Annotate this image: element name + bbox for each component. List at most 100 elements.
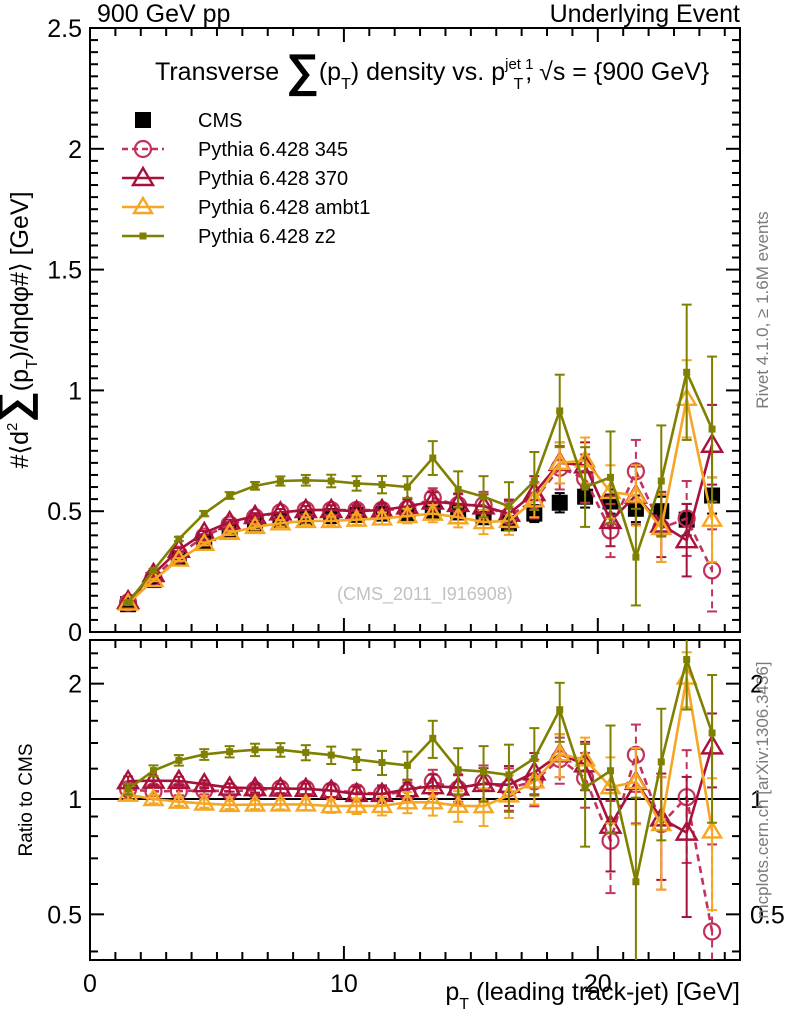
data-marker <box>353 479 361 487</box>
title-sub2: T <box>513 76 523 93</box>
data-marker <box>378 759 386 767</box>
series-line-pythia-6-428-345 <box>127 750 714 932</box>
series-line-pythia-6-428-z2 <box>127 368 714 604</box>
data-marker <box>556 407 564 415</box>
legend-item-cms[interactable]: CMS <box>135 110 242 132</box>
data-marker <box>447 794 470 813</box>
plot-title: Transverse ∑(pT) density vs. pjet 1 T, √s… <box>155 44 709 97</box>
data-marker <box>480 768 488 776</box>
ratio-panel-frame <box>89 639 741 961</box>
series-line-pythia-6-428-z2 <box>127 654 714 883</box>
data-marker <box>269 793 292 812</box>
data-marker <box>447 505 470 525</box>
data-marker <box>251 746 259 754</box>
data-marker <box>708 729 716 737</box>
data-marker <box>243 515 267 535</box>
data-marker <box>149 767 157 775</box>
data-marker <box>294 509 317 529</box>
data-marker <box>302 749 310 757</box>
data-marker <box>320 509 343 529</box>
data-marker <box>683 656 691 664</box>
series-pythia-6-428-ambt1 <box>116 359 724 611</box>
ylabel-sup: 2 <box>4 423 21 431</box>
data-marker <box>607 767 615 775</box>
data-marker <box>320 794 343 814</box>
legend-item-pythia-6-428-z2[interactable]: Pythia 6.428 z2 <box>122 226 336 248</box>
data-marker <box>124 785 132 793</box>
title-part2: (p <box>319 58 341 86</box>
legend-item-pythia-6-428-ambt1[interactable]: Pythia 6.428 ambt1 <box>122 195 370 219</box>
legend-label: CMS <box>198 110 242 132</box>
data-marker <box>505 771 513 779</box>
svg-text:#⟨d2∑(pT)/dηdφ#⟩ [GeV]: #⟨d2∑(pT)/dηdφ#⟩ [GeV] <box>0 191 41 468</box>
data-marker <box>396 791 419 810</box>
header-left: 900 GeV pp <box>97 0 230 28</box>
x-tick-label: 0 <box>83 970 97 998</box>
data-marker <box>429 454 437 462</box>
data-marker <box>548 742 571 762</box>
data-marker <box>403 483 411 491</box>
data-marker <box>548 451 571 471</box>
title-part4: , √s = {900 GeV} <box>525 58 709 86</box>
ylabel-sub: T <box>24 359 41 369</box>
main-axis-ticks: 0 0.5 1 1.5 2 2.5 <box>47 15 740 647</box>
data-marker <box>624 770 648 790</box>
ratio-series-pythia-6-428-370 <box>115 712 725 919</box>
data-marker <box>454 485 462 493</box>
title-sub1: T <box>341 76 351 93</box>
ratio-series-pythia-6-428-z2 <box>123 640 718 960</box>
data-marker <box>396 504 419 524</box>
legend-label: Pythia 6.428 z2 <box>198 226 336 248</box>
main-data-series-group <box>115 303 725 613</box>
main-y-tick-label: 2 <box>68 136 82 164</box>
data-marker <box>674 820 699 841</box>
data-marker <box>167 548 190 567</box>
ratio-y-tick-label-right: 2 <box>750 671 764 699</box>
data-marker <box>124 599 132 607</box>
data-marker <box>302 476 310 484</box>
header-right: Underlying Event <box>550 0 740 28</box>
main-y-tick-label: 0 <box>68 619 82 647</box>
ylabel-post: )/dηdφ#⟩ [GeV] <box>6 191 34 359</box>
data-marker <box>657 477 665 485</box>
main-y-axis-label: #⟨d2∑(pT)/dηdφ#⟩ [GeV] <box>0 191 41 468</box>
legend-item-pythia-6-428-345[interactable]: Pythia 6.428 345 <box>122 139 348 161</box>
data-marker <box>166 537 191 559</box>
xlabel-post: (leading track-jet) [GeV] <box>469 978 740 1006</box>
data-marker <box>166 768 191 790</box>
legend-item-pythia-6-428-370[interactable]: Pythia 6.428 370 <box>122 165 348 190</box>
ratio-series-pythia-6-428-ambt1 <box>116 651 724 912</box>
data-marker <box>327 477 335 485</box>
data-marker <box>632 553 640 561</box>
ratio-y-axis-label: Ratio to CMS <box>16 744 37 857</box>
data-marker <box>142 568 165 588</box>
data-marker <box>135 112 151 128</box>
data-marker <box>131 195 155 215</box>
data-marker <box>530 477 538 485</box>
watermark-label: (CMS_2011_I916908) <box>337 584 513 605</box>
xlabel-pre: p <box>445 978 459 1006</box>
data-marker <box>700 820 724 839</box>
data-marker <box>429 734 437 742</box>
data-marker <box>708 425 716 433</box>
data-marker <box>149 566 157 574</box>
series-line-pythia-6-428-345 <box>127 466 714 604</box>
main-y-tick-label: 2.5 <box>47 15 82 43</box>
data-marker <box>632 878 640 886</box>
series-pythia-6-428-z2 <box>123 303 718 607</box>
data-marker <box>269 511 292 531</box>
data-marker <box>226 748 234 756</box>
ratio-y-tick-label-right: 0.5 <box>750 901 785 929</box>
data-marker <box>175 756 183 764</box>
data-marker <box>133 139 153 159</box>
data-marker <box>242 503 268 525</box>
legend-label: Pythia 6.428 345 <box>198 139 348 161</box>
data-marker <box>700 508 724 527</box>
data-marker <box>472 510 495 530</box>
ratio-series-pythia-6-428-345 <box>118 723 722 960</box>
legend: CMS Pythia 6.428 345 Pythia 6.428 370 Pythi… <box>122 110 370 248</box>
x-axis-ticks: 0 10 20 <box>83 28 726 998</box>
ylabel-pre: #⟨d <box>6 431 34 469</box>
data-marker <box>251 482 259 490</box>
